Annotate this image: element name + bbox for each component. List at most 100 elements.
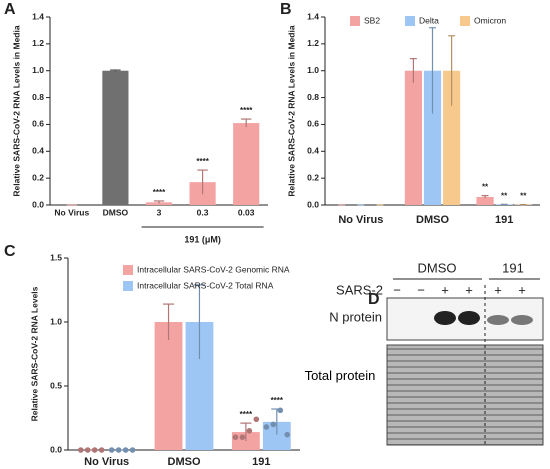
- band-label: N protein: [329, 309, 382, 324]
- lane-label: +: [441, 282, 449, 297]
- annotation: ****: [196, 157, 209, 166]
- y-tick-label: 0.4: [32, 146, 44, 156]
- annotation: **: [482, 183, 489, 192]
- bar: [154, 322, 183, 450]
- data-point: [91, 447, 98, 453]
- lane-label: +: [465, 282, 473, 297]
- panel-letter: C: [4, 243, 16, 260]
- y-tick-label: 0.5: [50, 380, 62, 390]
- data-point: [253, 416, 260, 423]
- legend-label: Intracellular SARS-CoV-2 Total RNA: [137, 280, 274, 290]
- y-axis-label: Relative SARS-CoV-2 RNA Levels in Media: [11, 25, 21, 196]
- y-tick-label: 1.0: [307, 65, 319, 75]
- y-tick-label: 1.0: [32, 65, 44, 75]
- error-bar: [409, 58, 417, 83]
- y-tick-label: 1.4: [307, 11, 319, 21]
- y-tick-label: 0.6: [32, 119, 44, 129]
- data-point: [263, 424, 270, 430]
- band: [434, 311, 456, 325]
- data-point: [270, 421, 277, 428]
- x-tick-label: 0.03: [238, 207, 255, 217]
- band-label-box: Total protein: [305, 368, 376, 383]
- bar: [404, 70, 422, 205]
- y-axis-label: Relative SARS-CoV-2 RNA Levels: [29, 286, 39, 421]
- legend-swatch: [350, 16, 360, 26]
- y-tick-label: 0.0: [307, 199, 319, 209]
- legend-swatch: [123, 265, 133, 275]
- blot-total: [386, 344, 544, 446]
- lane-label: +: [518, 282, 526, 297]
- x-tick-label: 3: [157, 207, 162, 217]
- y-tick-label: 0.0: [32, 199, 44, 209]
- legend-swatch: [460, 16, 470, 26]
- data-point: [108, 447, 115, 453]
- error-bar: [429, 27, 436, 114]
- x-tick-label: No Virus: [54, 207, 89, 217]
- band: [458, 311, 480, 325]
- y-tick-label: 1.5: [50, 252, 62, 262]
- error-bar: [193, 284, 206, 360]
- panel-letter: A: [4, 1, 16, 18]
- y-tick-label: 1.4: [32, 11, 44, 21]
- annotation: ****: [240, 106, 253, 115]
- lane-label: +: [494, 282, 502, 297]
- x-tick-label: DMSO: [168, 456, 201, 468]
- error-bar: [197, 169, 208, 195]
- y-tick-label: 1.2: [32, 38, 44, 48]
- y-tick-label: 0.8: [32, 92, 44, 102]
- x-tick-label: No Virus: [338, 214, 383, 226]
- panel-letter: D: [368, 291, 380, 308]
- x-tick-label: DMSO: [103, 207, 129, 217]
- legend-label: Omicron: [474, 15, 506, 25]
- error-bar: [448, 35, 456, 106]
- error-bar: [240, 118, 252, 128]
- data-point: [122, 447, 129, 453]
- data-point: [98, 447, 105, 453]
- error-bar: [481, 195, 489, 199]
- error-bar: [162, 303, 175, 340]
- x-tick-label: DMSO: [416, 214, 449, 226]
- x-tick-label: 0.3: [197, 207, 209, 217]
- band: [487, 315, 509, 325]
- y-tick-label: 0.2: [32, 172, 44, 182]
- x-tick-label: 191: [252, 456, 270, 468]
- annotation: **: [520, 192, 527, 201]
- data-point: [246, 428, 253, 434]
- band: [511, 315, 533, 325]
- data-point: [232, 434, 239, 441]
- data-point: [115, 447, 122, 453]
- bar: [476, 196, 494, 205]
- row-label: SARS-2: [336, 282, 383, 297]
- group-label: 191 (μM): [184, 234, 221, 244]
- annotation: ****: [153, 188, 166, 197]
- bar: [423, 70, 442, 205]
- legend-label: Delta: [419, 15, 439, 25]
- y-axis-label: Relative SARS-CoV-2 RNA Levels in Media: [286, 25, 296, 196]
- x-tick-label: No Virus: [84, 456, 129, 468]
- x-tick-label: 191: [495, 214, 513, 226]
- y-tick-label: 0.0: [50, 444, 62, 454]
- y-tick-label: 0.6: [307, 119, 319, 129]
- panel-d: D DMSO 191 SARS-2 N protein Total protei…: [305, 260, 544, 446]
- annotation: ****: [271, 396, 284, 405]
- data-point: [129, 447, 136, 453]
- y-tick-label: 0.2: [307, 172, 319, 182]
- group-label: 191: [502, 260, 524, 275]
- legend-label: SB2: [364, 15, 380, 25]
- bar: [102, 70, 129, 205]
- annotation: ****: [240, 410, 253, 419]
- lane-label: −: [417, 282, 425, 297]
- data-point: [77, 447, 84, 453]
- data-point: [239, 434, 246, 441]
- bar: [443, 70, 461, 205]
- error-bar: [153, 200, 165, 204]
- y-tick-label: 0.4: [307, 146, 319, 156]
- y-tick-label: 1.2: [307, 38, 319, 48]
- bar: [233, 123, 260, 205]
- legend-label: Intracellular SARS-CoV-2 Genomic RNA: [137, 264, 290, 274]
- legend-swatch: [405, 16, 415, 26]
- y-tick-label: 0.8: [307, 92, 319, 102]
- data-point: [277, 407, 284, 414]
- data-point: [284, 431, 291, 438]
